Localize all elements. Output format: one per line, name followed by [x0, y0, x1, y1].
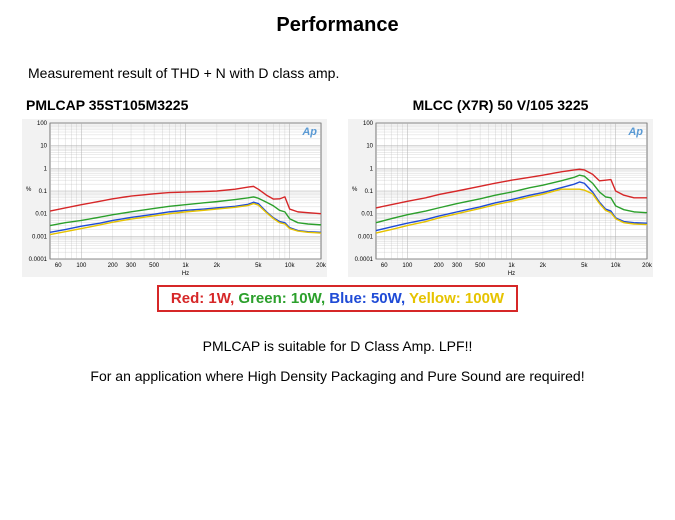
- svg-text:1k: 1k: [508, 263, 515, 269]
- svg-text:5k: 5k: [581, 263, 588, 269]
- svg-text:1k: 1k: [182, 263, 189, 269]
- svg-text:0.01: 0.01: [361, 212, 373, 218]
- measurement-text: Measurement result of THD + N with D cla…: [28, 65, 675, 81]
- chart-title-right: MLCC (X7R) 50 V/105 3225: [348, 97, 653, 113]
- svg-text:Ap: Ap: [301, 126, 317, 138]
- page-title: Performance: [0, 14, 675, 37]
- svg-text:Ap: Ap: [627, 126, 643, 138]
- svg-text:60: 60: [55, 263, 62, 269]
- svg-text:0.1: 0.1: [39, 189, 48, 195]
- svg-text:0.001: 0.001: [32, 234, 48, 240]
- svg-text:%: %: [352, 187, 358, 193]
- svg-text:100: 100: [37, 121, 48, 127]
- svg-text:0.0001: 0.0001: [29, 257, 48, 263]
- footer-line1: PMLCAP is suitable for D Class Amp. LPF!…: [0, 338, 675, 354]
- svg-text:10: 10: [40, 144, 47, 150]
- legend-row: Red: 1W, Green: 10W, Blue: 50W, Yellow: …: [0, 285, 675, 312]
- charts-row: PMLCAP 35ST105M3225 0.00010.0010.010.111…: [0, 97, 675, 277]
- svg-text:20k: 20k: [642, 263, 653, 269]
- chart-block-right: MLCC (X7R) 50 V/105 3225 0.0001 0.001 0.01…: [348, 97, 653, 277]
- svg-text:Hz: Hz: [182, 271, 189, 277]
- legend-item: Blue: 50W,: [329, 290, 409, 307]
- svg-text:10: 10: [366, 144, 373, 150]
- footer-line2: For an application where High Density Pa…: [0, 368, 675, 384]
- legend-item: Green: 10W,: [238, 290, 329, 307]
- footer: PMLCAP is suitable for D Class Amp. LPF!…: [0, 338, 675, 384]
- svg-text:200: 200: [108, 263, 119, 269]
- svg-text:500: 500: [475, 263, 486, 269]
- legend-box: Red: 1W, Green: 10W, Blue: 50W, Yellow: …: [157, 285, 518, 312]
- svg-text:0.01: 0.01: [35, 212, 47, 218]
- svg-text:20k: 20k: [316, 263, 327, 269]
- chart-title-left: PMLCAP 35ST105M3225: [26, 97, 327, 113]
- svg-text:Hz: Hz: [508, 271, 515, 277]
- svg-text:2k: 2k: [214, 263, 221, 269]
- svg-text:200: 200: [434, 263, 445, 269]
- svg-text:2k: 2k: [540, 263, 547, 269]
- svg-text:10k: 10k: [285, 263, 296, 269]
- svg-text:%: %: [26, 187, 32, 193]
- svg-text:100: 100: [76, 263, 87, 269]
- svg-text:100: 100: [402, 263, 413, 269]
- chart-right: 0.00010.0010.010.1110100601002003005001k…: [348, 119, 653, 277]
- legend-item: Yellow: 100W: [409, 290, 504, 307]
- svg-text:10k: 10k: [611, 263, 622, 269]
- legend-item: Red: 1W,: [171, 290, 239, 307]
- svg-text:0.001: 0.001: [358, 234, 374, 240]
- svg-text:300: 300: [126, 263, 137, 269]
- chart-left: 0.00010.0010.010.1110100601002003005001k…: [22, 119, 327, 277]
- svg-text:0.0001: 0.0001: [355, 257, 374, 263]
- svg-text:5k: 5k: [255, 263, 262, 269]
- svg-text:100: 100: [363, 121, 374, 127]
- svg-text:500: 500: [149, 263, 160, 269]
- svg-text:300: 300: [452, 263, 463, 269]
- chart-block-left: PMLCAP 35ST105M3225 0.00010.0010.010.111…: [22, 97, 327, 277]
- svg-text:60: 60: [381, 263, 388, 269]
- svg-text:0.1: 0.1: [365, 189, 374, 195]
